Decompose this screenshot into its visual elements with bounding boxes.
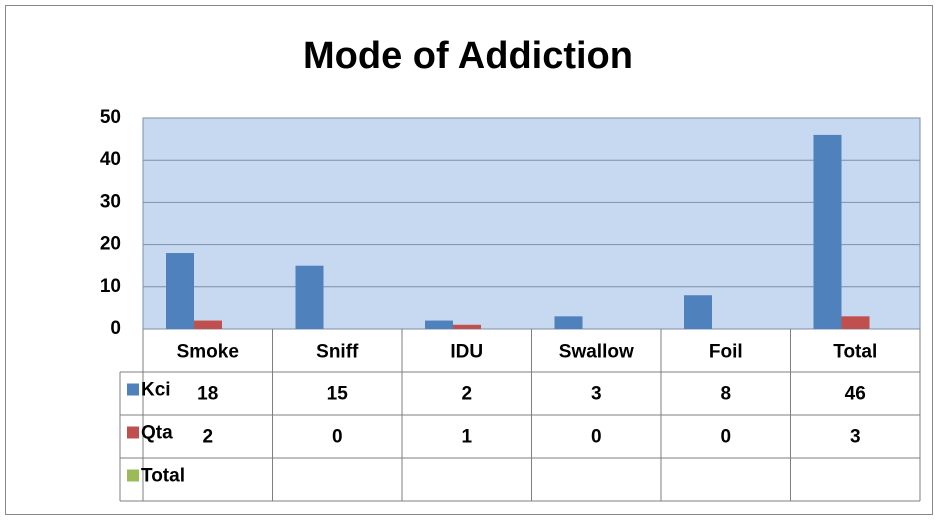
table-cell: 15 xyxy=(327,384,349,405)
table-cell: 0 xyxy=(720,427,731,448)
plot-area xyxy=(143,118,920,329)
y-tick-label: 20 xyxy=(100,234,121,255)
x-tick-label: Sniff xyxy=(316,342,359,363)
bar xyxy=(841,316,870,329)
bar xyxy=(813,134,842,329)
table-cell: 0 xyxy=(591,427,602,448)
table-cell: 8 xyxy=(720,384,731,405)
table-cell: 0 xyxy=(332,427,343,448)
legend-label: Qta xyxy=(141,423,173,444)
table-cell: 3 xyxy=(850,427,861,448)
legend-swatch xyxy=(127,469,139,482)
table-cell: 2 xyxy=(202,427,213,448)
legend-swatch xyxy=(127,383,139,396)
bar xyxy=(194,320,222,329)
bar xyxy=(453,324,481,329)
x-tick-label: IDU xyxy=(450,342,483,363)
table-cell: 3 xyxy=(591,384,602,405)
legend-label: Kci xyxy=(141,380,171,401)
chart-title: Mode of Addiction xyxy=(303,35,633,77)
bar xyxy=(295,265,324,329)
table-cell: 18 xyxy=(197,384,218,405)
bar xyxy=(554,316,583,329)
legend-label: Total xyxy=(141,466,185,487)
x-tick-label: Smoke xyxy=(177,342,239,363)
legend-swatch xyxy=(127,426,139,439)
table-cell: 46 xyxy=(845,384,866,405)
bar xyxy=(425,320,453,329)
y-tick-label: 10 xyxy=(100,276,121,297)
table-cell: 2 xyxy=(461,384,472,405)
x-tick-label: Total xyxy=(833,342,877,363)
x-tick-label: Foil xyxy=(709,342,743,363)
y-tick-label: 40 xyxy=(100,149,121,170)
y-tick-label: 50 xyxy=(100,107,121,128)
y-tick-label: 0 xyxy=(110,318,121,339)
x-tick-label: Swallow xyxy=(559,342,634,363)
bar xyxy=(166,253,194,329)
y-tick-label: 30 xyxy=(100,191,121,212)
table-cell: 1 xyxy=(461,427,472,448)
bar xyxy=(684,295,712,329)
